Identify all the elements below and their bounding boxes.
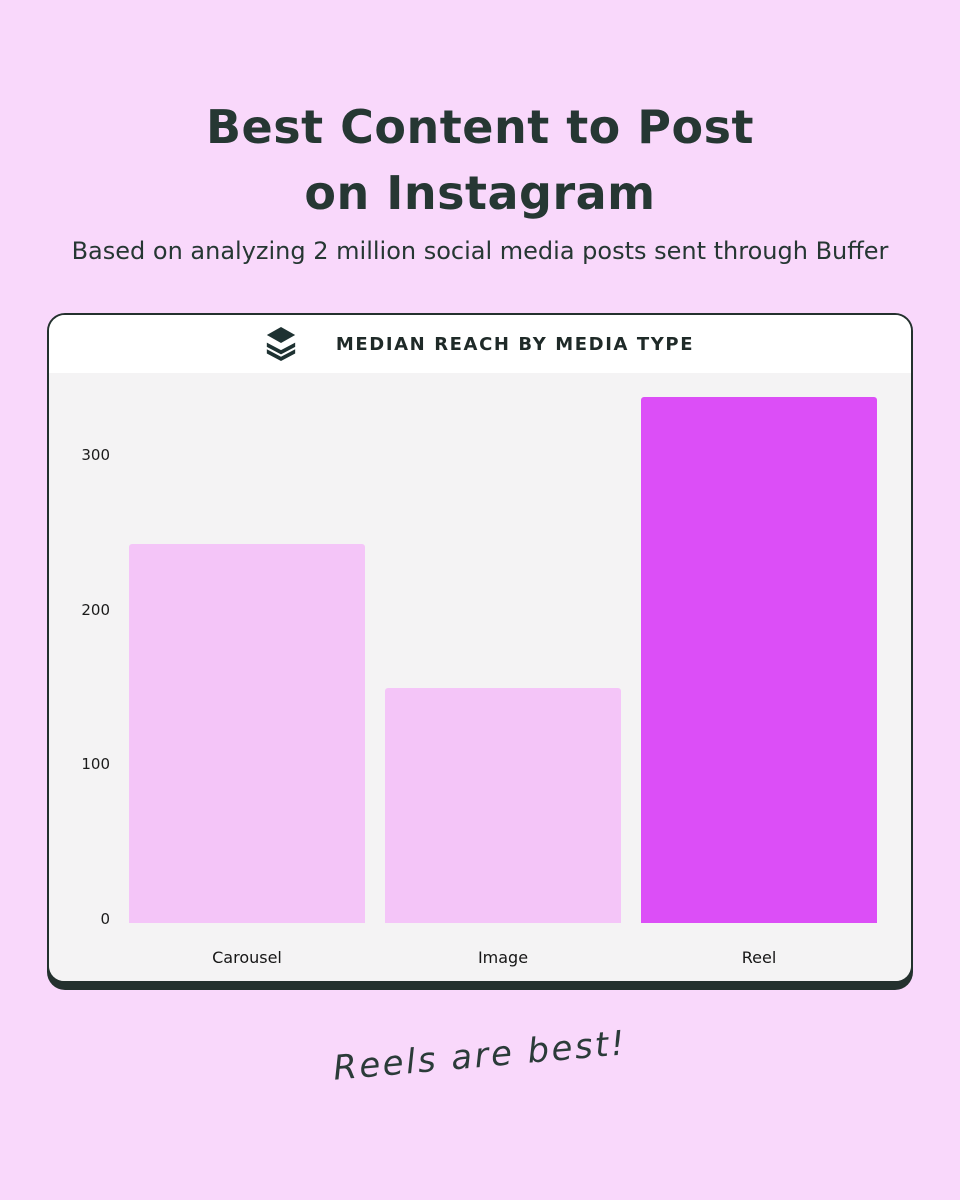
bar-carousel: [129, 544, 365, 923]
y-axis-tick-100: 100: [81, 755, 110, 774]
bar-reel: [641, 397, 877, 923]
title-line-1: Best Content to Post: [206, 100, 754, 154]
title-line-2: on Instagram: [304, 166, 656, 220]
x-axis-label-reel: Reel: [741, 948, 777, 967]
bar-chart-plot-area: 0 100 200 300 Carousel Image Reel: [49, 373, 911, 981]
handwritten-note: Reels are best!: [331, 1023, 629, 1089]
bar-image: [385, 688, 621, 923]
y-axis-tick-200: 200: [81, 600, 110, 619]
chart-card: MEDIAN REACH BY MEDIA TYPE 0 100 200 300 Car…: [47, 313, 913, 983]
y-axis-tick-300: 300: [81, 445, 110, 464]
y-axis-tick-0: 0: [100, 910, 110, 928]
x-axis-label-carousel: Carousel: [212, 948, 282, 967]
chart-title: MEDIAN REACH BY MEDIA TYPE: [335, 333, 695, 355]
chart-card-header: MEDIAN REACH BY MEDIA TYPE: [49, 315, 911, 373]
x-axis-label-image: Image: [477, 948, 529, 967]
buffer-logo-icon: [266, 327, 296, 361]
page-title: Best Content to Post on Instagram: [0, 94, 960, 226]
page-subtitle: Based on analyzing 2 million social medi…: [71, 237, 889, 265]
